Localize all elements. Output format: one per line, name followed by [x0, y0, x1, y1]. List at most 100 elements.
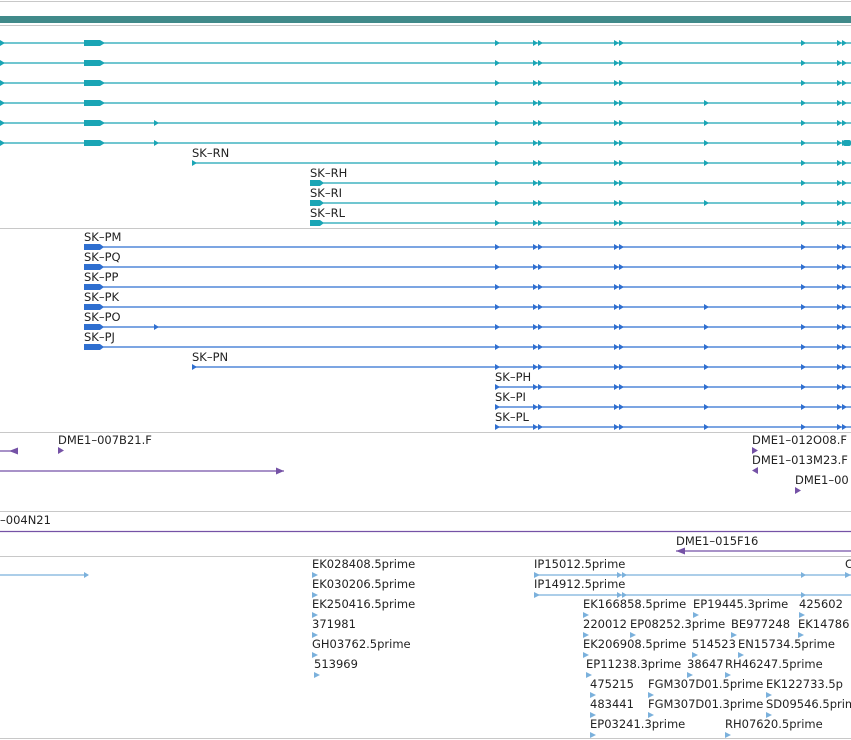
est-label[interactable]: EK206908.5prime	[583, 637, 686, 651]
exon-marker	[533, 384, 538, 390]
est-label[interactable]: IP14912.5prime	[534, 577, 625, 591]
exon-marker	[619, 160, 624, 166]
est-label[interactable]: 220012	[583, 617, 627, 631]
est-label[interactable]: RH46247.5prime	[725, 657, 823, 671]
bac-label[interactable]: DME1–012O08.F	[752, 433, 847, 447]
bac-label[interactable]: DME1–013M23.F	[752, 453, 848, 467]
exon-marker	[495, 364, 500, 370]
exon-marker	[704, 324, 709, 330]
exon-marker	[614, 344, 619, 350]
est-label[interactable]: FGM307D01.3prime	[648, 697, 763, 711]
exon-marker	[100, 60, 105, 66]
exon-block	[84, 324, 100, 330]
transcript-label[interactable]: SK–PI	[495, 390, 526, 404]
est-label[interactable]: BE977248	[731, 617, 790, 631]
est-label[interactable]: EP11238.3prime	[586, 657, 681, 671]
transcript-label[interactable]: SK–PM	[84, 230, 121, 244]
exon-marker	[842, 220, 847, 226]
exon-marker	[619, 120, 624, 126]
exon-marker	[704, 120, 709, 126]
exon-marker	[801, 160, 806, 166]
est-label[interactable]: EK166858.5prime	[583, 597, 686, 611]
exon-block	[84, 284, 100, 290]
bac-label[interactable]: DME1–007B21.F	[58, 433, 152, 447]
exon-marker	[533, 120, 538, 126]
est-label[interactable]: EK250416.5prime	[312, 597, 415, 611]
transcript-label[interactable]: SK–RL	[310, 206, 346, 220]
exon-marker	[614, 304, 619, 310]
exon-marker	[619, 60, 624, 66]
est-label[interactable]: EK122733.5p	[766, 677, 843, 691]
est-label[interactable]: 371981	[312, 617, 356, 631]
exon-marker	[837, 244, 842, 250]
est-label[interactable]: SD09546.5prim	[766, 697, 851, 711]
bac-label[interactable]: –004N21	[0, 513, 51, 527]
transcript-label[interactable]: SK–PP	[84, 270, 119, 284]
exon-marker	[619, 220, 624, 226]
exon-marker	[842, 344, 847, 350]
est-arrow	[693, 612, 699, 618]
exon-marker	[619, 244, 624, 250]
exon-marker	[837, 140, 842, 146]
exon-marker	[619, 80, 624, 86]
bac-label[interactable]: DME1–00	[795, 473, 849, 487]
est-label[interactable]: C	[845, 557, 851, 571]
exon-marker	[801, 60, 806, 66]
exon-marker	[495, 180, 500, 186]
est-label[interactable]: EK14786	[798, 617, 849, 631]
exon-marker	[495, 284, 500, 290]
exon-marker	[842, 80, 847, 86]
exon-marker	[801, 264, 806, 270]
transcript-label[interactable]: SK–PH	[495, 370, 531, 384]
exon-marker	[533, 140, 538, 146]
exon-marker	[495, 100, 500, 106]
exon-marker	[619, 304, 624, 310]
est-label[interactable]: 483441	[590, 697, 634, 711]
exon-marker	[801, 80, 806, 86]
exon-marker	[617, 592, 622, 598]
transcript-label[interactable]: SK–PQ	[84, 250, 121, 264]
est-label[interactable]: EK028408.5prime	[312, 557, 415, 571]
exon-marker	[538, 60, 543, 66]
transcript-label[interactable]: SK–PN	[192, 350, 228, 364]
est-label[interactable]: IP15012.5prime	[534, 557, 625, 571]
exon-block	[320, 200, 324, 206]
est-label[interactable]: EN15734.5prime	[738, 637, 835, 651]
est-label[interactable]: EP19445.3prime	[693, 597, 788, 611]
transcript-label[interactable]: SK–RN	[192, 146, 229, 160]
exon-marker	[614, 404, 619, 410]
est-label[interactable]: GH03762.5prime	[312, 637, 411, 651]
transcript-label[interactable]: SK–RI	[310, 186, 342, 200]
bac-label[interactable]: DME1–015F16	[676, 534, 758, 548]
est-arrow	[845, 572, 851, 578]
scaffold-bar[interactable]	[0, 16, 851, 23]
est-label[interactable]: EP03241.3prime	[590, 717, 685, 731]
transcript-label[interactable]: SK–PJ	[84, 330, 115, 344]
exon-marker	[617, 572, 622, 578]
exon-marker	[533, 404, 538, 410]
est-label[interactable]: 425602	[799, 597, 843, 611]
est-label[interactable]: RH07620.5prime	[725, 717, 823, 731]
exon-marker	[538, 344, 543, 350]
transcript-label[interactable]: SK–PK	[84, 290, 120, 304]
exon-marker	[842, 180, 847, 186]
exon-marker	[801, 200, 806, 206]
est-label[interactable]: 513969	[314, 657, 358, 671]
est-label[interactable]: FGM307D01.5prime	[648, 677, 763, 691]
transcript-label[interactable]: SK–RH	[310, 166, 347, 180]
est-label[interactable]: EK030206.5prime	[312, 577, 415, 591]
exon-marker	[619, 284, 624, 290]
est-label[interactable]: 475215	[590, 677, 634, 691]
est-label[interactable]: 38647	[687, 657, 724, 671]
est-label[interactable]: 514523	[692, 637, 736, 651]
transcript-label[interactable]: SK–PL	[495, 410, 530, 424]
exon-marker	[842, 264, 847, 270]
exon-marker	[538, 220, 543, 226]
est-label[interactable]: EP08252.3prime	[630, 617, 725, 631]
exon-marker	[495, 160, 500, 166]
transcript-label[interactable]: SK–PO	[84, 310, 121, 324]
exon-marker	[0, 100, 5, 106]
exon-block	[84, 264, 100, 270]
exon-marker	[837, 284, 842, 290]
